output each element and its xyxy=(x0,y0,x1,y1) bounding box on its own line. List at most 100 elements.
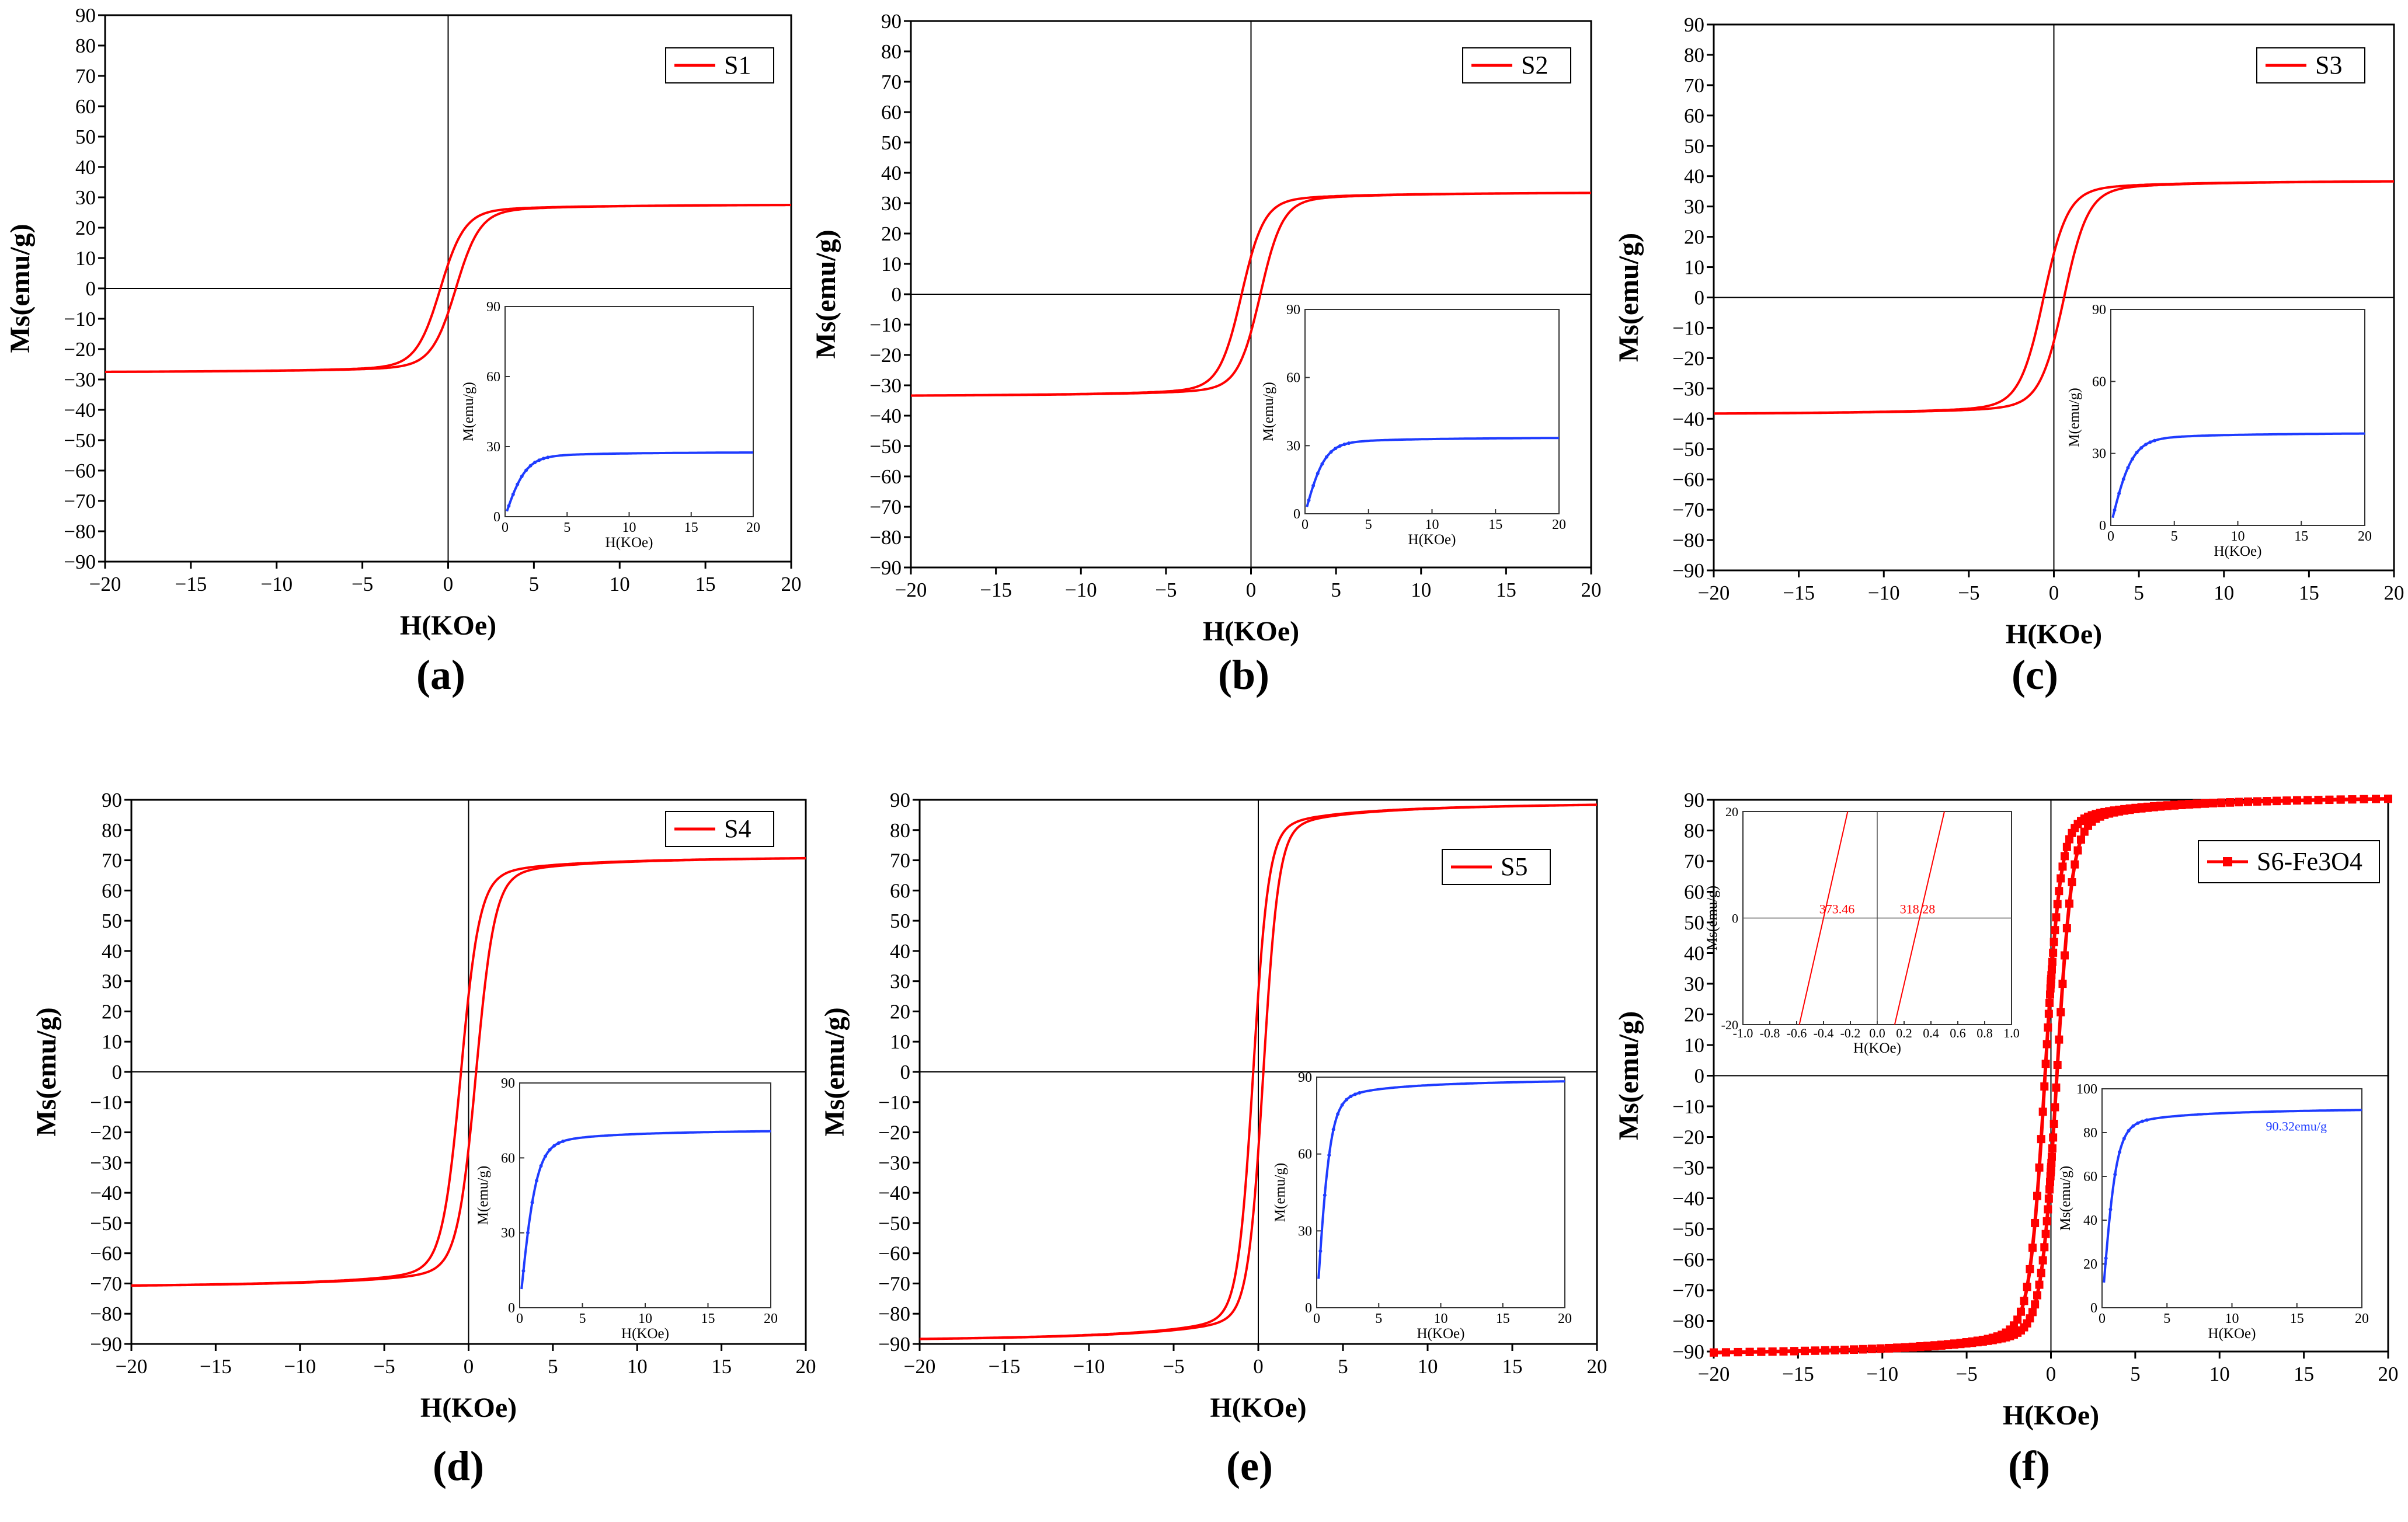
inset-x-title: H(KOe) xyxy=(621,1326,669,1342)
data-point xyxy=(2263,797,2271,806)
zoom-branch-right xyxy=(1894,811,1945,1025)
data-point xyxy=(2325,795,2334,804)
inset: 0 5 10 15 20 0 30 60 90 H(KOe) M(emu/g) xyxy=(461,299,760,551)
y-tick-label: −50 xyxy=(64,429,96,452)
inset-y-tick-label: 0 xyxy=(493,510,500,525)
x-tick-label: −5 xyxy=(1155,579,1177,601)
inset-point xyxy=(1320,462,1324,466)
x-tick-label: 5 xyxy=(529,573,540,595)
data-point xyxy=(1937,1340,1946,1349)
zoom-annotation-left: 373.46 xyxy=(1819,902,1855,917)
inset-frame xyxy=(2101,1088,2362,1308)
x-axis-title: H(KOe) xyxy=(2006,619,2102,650)
x-tick-label: 5 xyxy=(548,1355,558,1378)
x-tick-label: −10 xyxy=(260,573,293,595)
data-point xyxy=(2037,1135,2045,1144)
y-tick-label: −30 xyxy=(1672,1157,1704,1179)
inset-point xyxy=(2118,1150,2122,1154)
x-tick-label: 0 xyxy=(1246,579,1257,601)
x-tick-label: 20 xyxy=(2384,581,2404,604)
inset-point xyxy=(1340,1103,1344,1107)
inset-y-tick-label: 30 xyxy=(2092,447,2106,462)
data-point xyxy=(2042,1040,2051,1049)
y-tick-label: 0 xyxy=(1694,287,1705,309)
data-point xyxy=(2163,801,2172,810)
x-tick-label: 15 xyxy=(711,1355,732,1378)
y-tick-label: 60 xyxy=(881,101,902,124)
y-tick-label: 60 xyxy=(1684,881,1704,904)
y-axis-title: Ms(emu/g) xyxy=(810,229,841,358)
x-axis-title: H(KOe) xyxy=(1210,1392,1306,1423)
inset-x-tick-label: 15 xyxy=(2290,1311,2304,1326)
inset-y-tick-label: 60 xyxy=(1286,371,1300,386)
inset-x-tick-label: 5 xyxy=(2163,1311,2170,1326)
inset-point xyxy=(544,1154,548,1158)
y-tick-label: −50 xyxy=(90,1212,122,1235)
data-point xyxy=(2033,1192,2041,1200)
inset-x-title: H(KOe) xyxy=(1408,532,1456,548)
y-tick-label: 0 xyxy=(112,1061,123,1084)
y-tick-label: −10 xyxy=(90,1091,122,1114)
inset-y-tick-label: 90 xyxy=(1298,1070,1312,1085)
data-point xyxy=(2200,799,2209,807)
data-point xyxy=(1831,1346,1839,1354)
inset-point xyxy=(1342,443,1346,447)
inset-point xyxy=(516,482,520,486)
x-tick-label: −5 xyxy=(374,1355,395,1378)
data-point xyxy=(2028,1308,2037,1316)
inset-point xyxy=(1336,1112,1340,1116)
panel-label: (c) xyxy=(2012,652,2058,698)
x-tick-label: −10 xyxy=(1065,579,1097,601)
inset-point xyxy=(539,1164,543,1168)
data-point xyxy=(1859,1345,1867,1353)
panel-e: −20 −15 −10 −5 0 5 10 15 20−90−80−70−60−50−40−30… xyxy=(819,789,1607,1489)
y-tick-label: −50 xyxy=(1672,438,1704,461)
data-point xyxy=(1867,1345,1876,1353)
data-point xyxy=(2065,835,2074,844)
y-tick-label: 40 xyxy=(890,940,910,963)
inset-point xyxy=(1323,1193,1327,1197)
data-point xyxy=(2253,797,2261,806)
y-tick-label: −70 xyxy=(878,1272,910,1295)
inset-point xyxy=(1327,1153,1331,1157)
x-tick-label: 20 xyxy=(1581,579,1602,601)
y-tick-label: −60 xyxy=(64,459,96,482)
x-tick-label: 5 xyxy=(1331,579,1341,601)
inset-y-tick-label: 90 xyxy=(1286,302,1300,318)
y-tick-label: −40 xyxy=(1672,408,1704,430)
legend-label: S1 xyxy=(724,51,751,79)
data-point xyxy=(1893,1343,1902,1352)
data-point xyxy=(2058,862,2067,871)
data-point xyxy=(2071,860,2079,869)
y-tick-label: −20 xyxy=(869,344,902,367)
y-tick-label: −40 xyxy=(869,405,902,427)
data-point xyxy=(1840,1345,1849,1354)
y-tick-label: −90 xyxy=(869,556,902,579)
inset-y-tick-label: 90 xyxy=(2092,302,2106,318)
inset-x-tick-label: 0 xyxy=(1302,517,1309,532)
y-tick-label: −70 xyxy=(64,490,96,513)
zoom-x-tick-label: 1.0 xyxy=(2003,1026,2020,1040)
zoom-x-tick-label: -0.4 xyxy=(1814,1026,1834,1040)
y-tick-label: 10 xyxy=(1684,256,1704,279)
panel-b: −20 −15 −10 −5 0 5 10 15 20−90−80−70−60−50−40−30… xyxy=(810,10,1602,698)
x-tick-label: 0 xyxy=(2046,1363,2056,1385)
inset-point xyxy=(552,1144,556,1148)
x-tick-label: −10 xyxy=(1868,581,1900,604)
inset-x-tick-label: 20 xyxy=(2355,1311,2369,1326)
y-tick-label: 60 xyxy=(102,879,122,902)
inset-point xyxy=(526,1231,530,1235)
inset-point xyxy=(2117,492,2121,496)
y-tick-label: 70 xyxy=(1684,850,1704,873)
y-axis-title: Ms(emu/g) xyxy=(1613,233,1644,362)
y-tick-label: −10 xyxy=(1672,1095,1704,1118)
x-tick-label: −10 xyxy=(284,1355,316,1378)
data-point xyxy=(2314,796,2323,804)
loop-branch-descending xyxy=(131,856,806,1287)
data-point xyxy=(2049,948,2058,957)
inset-point xyxy=(2122,1137,2126,1141)
y-tick-label: 90 xyxy=(881,10,902,33)
inset-point xyxy=(524,468,528,472)
data-point xyxy=(2077,835,2086,844)
y-tick-label: 0 xyxy=(892,283,902,306)
